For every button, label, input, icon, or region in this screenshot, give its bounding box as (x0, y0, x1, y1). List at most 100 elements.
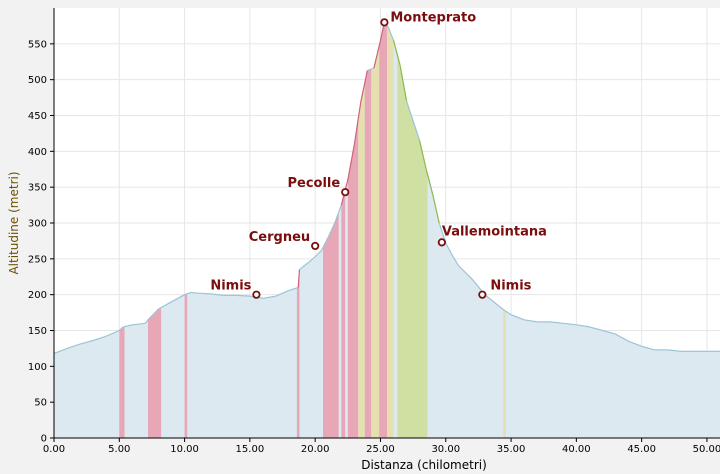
segment-climb-4 (323, 212, 339, 438)
profile-line-segment-62 (628, 340, 642, 347)
profile-line-segment-9 (147, 308, 159, 321)
profile-line-segment-3 (93, 335, 107, 342)
profile-line-segment-60 (602, 329, 616, 335)
profile-line-segment-35 (373, 40, 382, 69)
profile-line-segment-44 (432, 194, 440, 224)
profile-line-segment-1 (66, 343, 81, 349)
segment-climb-1 (148, 307, 162, 438)
profile-line-segment-27 (321, 237, 329, 251)
waypoint-marker-4 (437, 238, 446, 247)
profile-line-segment-56 (550, 321, 564, 324)
profile-line-segment-6 (123, 324, 133, 328)
y-tick-label-5: 250 (28, 254, 47, 265)
profile-line-segment-26 (314, 249, 323, 258)
waypoint-label-2: Pecolle (287, 176, 340, 191)
profile-line-segment-19 (262, 295, 277, 299)
x-tick-label-5: 25.00 (366, 444, 395, 455)
waypoint-label-1: Cergneu (249, 230, 310, 245)
segment-climb-10 (379, 22, 387, 439)
profile-line-segment-24 (301, 261, 309, 268)
x-tick-label-2: 10.00 (170, 444, 199, 455)
profile-line-segment-41 (406, 101, 421, 141)
waypoint-marker-1 (311, 241, 320, 251)
profile-line-segment-54 (524, 319, 538, 323)
profile-line-segment-58 (576, 324, 590, 328)
segment-flat-11 (387, 25, 394, 438)
profile-line-segment-2 (79, 339, 94, 345)
x-tick-label-1: 5.00 (108, 444, 130, 455)
profile-line-segment-47 (451, 254, 460, 267)
profile-line-segment-46 (445, 242, 453, 256)
profile-line-segment-5 (118, 326, 124, 331)
profile-line-segment-33 (360, 70, 368, 102)
y-axis-title: Altitudine (metri) (7, 171, 21, 274)
segment-flat-9 (371, 45, 380, 439)
profile-line-segment-0 (53, 347, 68, 354)
segment-descent-12 (397, 55, 428, 439)
x-tick-label-0: 0.00 (43, 444, 65, 455)
waypoint-marker-5 (478, 290, 487, 299)
profile-line-segment-13 (191, 291, 198, 294)
profile-line-segment-21 (288, 286, 299, 291)
profile-line-segment-25 (308, 256, 316, 263)
profile-line-segment-53 (510, 314, 525, 321)
profile-line-segment-17 (236, 294, 250, 297)
profile-line-segment-29 (334, 204, 342, 224)
x-tick-label-9: 45.00 (627, 444, 656, 455)
waypoint-label-0: Nimis (210, 279, 251, 294)
x-tick-labels: 0.00 5.00 10.00 15.00 20.00 25.00 30.00 35.00 40… (43, 438, 720, 455)
waypoint-label-4: Vallemointana (442, 224, 547, 239)
profile-line-segment-4 (105, 329, 120, 337)
profile-line-segment-61 (615, 333, 629, 342)
profile-line-segment-8 (144, 319, 149, 324)
segment-flat-7 (358, 82, 365, 438)
profile-line-segment-14 (197, 292, 211, 295)
y-tick-label-0: 0 (41, 434, 47, 445)
profile-line-segment-38 (387, 27, 395, 41)
profile-line-segment-12 (184, 291, 192, 296)
y-tick-label-11: 550 (28, 39, 47, 50)
waypoint-marker-3 (380, 18, 389, 27)
waypoint-marker-0 (252, 290, 261, 299)
segment-climb-2 (184, 293, 188, 438)
x-tick-label-4: 20.00 (301, 444, 330, 455)
profile-line-segment-51 (497, 304, 505, 311)
y-tick-label-7: 350 (28, 183, 47, 194)
waypoints: Nimis Cergneu Pecolle Monteprato Vallemointa… (210, 10, 547, 299)
profile-line-segment-15 (210, 293, 224, 296)
profile-line-segment-10 (158, 301, 172, 310)
profile-line-segment-52 (504, 309, 512, 316)
waypoint-label-5: Nimis (490, 279, 531, 294)
profile-line-segment-40 (399, 65, 408, 102)
segment-climb-3 (296, 269, 300, 438)
y-tick-label-6: 300 (28, 219, 47, 230)
y-tick-label-2: 100 (28, 362, 47, 373)
profile-line-segment-11 (171, 294, 185, 303)
segment-flat-13 (503, 309, 506, 438)
profile-line-segment-23 (299, 266, 303, 271)
x-tick-label-8: 40.00 (562, 444, 591, 455)
y-tick-label-8: 400 (28, 147, 47, 158)
y-tick-labels: 0 50 100 150 200 250 300 350 400 450 500 550 (28, 39, 54, 445)
profile-line-segment-63 (641, 345, 655, 351)
x-tick-label-6: 30.00 (431, 444, 460, 455)
profile-line-segment-50 (484, 294, 499, 306)
y-tick-label-4: 200 (28, 290, 47, 301)
profile-line-segment-43 (425, 169, 434, 195)
segment-climb-5 (341, 190, 346, 438)
profile-line-segment-48 (458, 265, 473, 280)
y-tick-label-3: 150 (28, 326, 47, 337)
y-tick-label-1: 50 (34, 398, 47, 409)
profile-line-segment-65 (667, 349, 681, 352)
x-tick-label-10: 50.00 (693, 444, 720, 455)
profile-line-segment-20 (275, 289, 290, 297)
segment-climb-6 (347, 118, 359, 439)
y-tick-label-10: 500 (28, 75, 47, 86)
profile-line-segment-39 (392, 40, 401, 66)
profile-line-segment-42 (419, 140, 427, 170)
profile-line-segment-59 (589, 326, 603, 332)
segment-climb-8 (364, 69, 372, 438)
gradient-segments (119, 22, 506, 439)
profile-line-segment-28 (327, 222, 336, 238)
